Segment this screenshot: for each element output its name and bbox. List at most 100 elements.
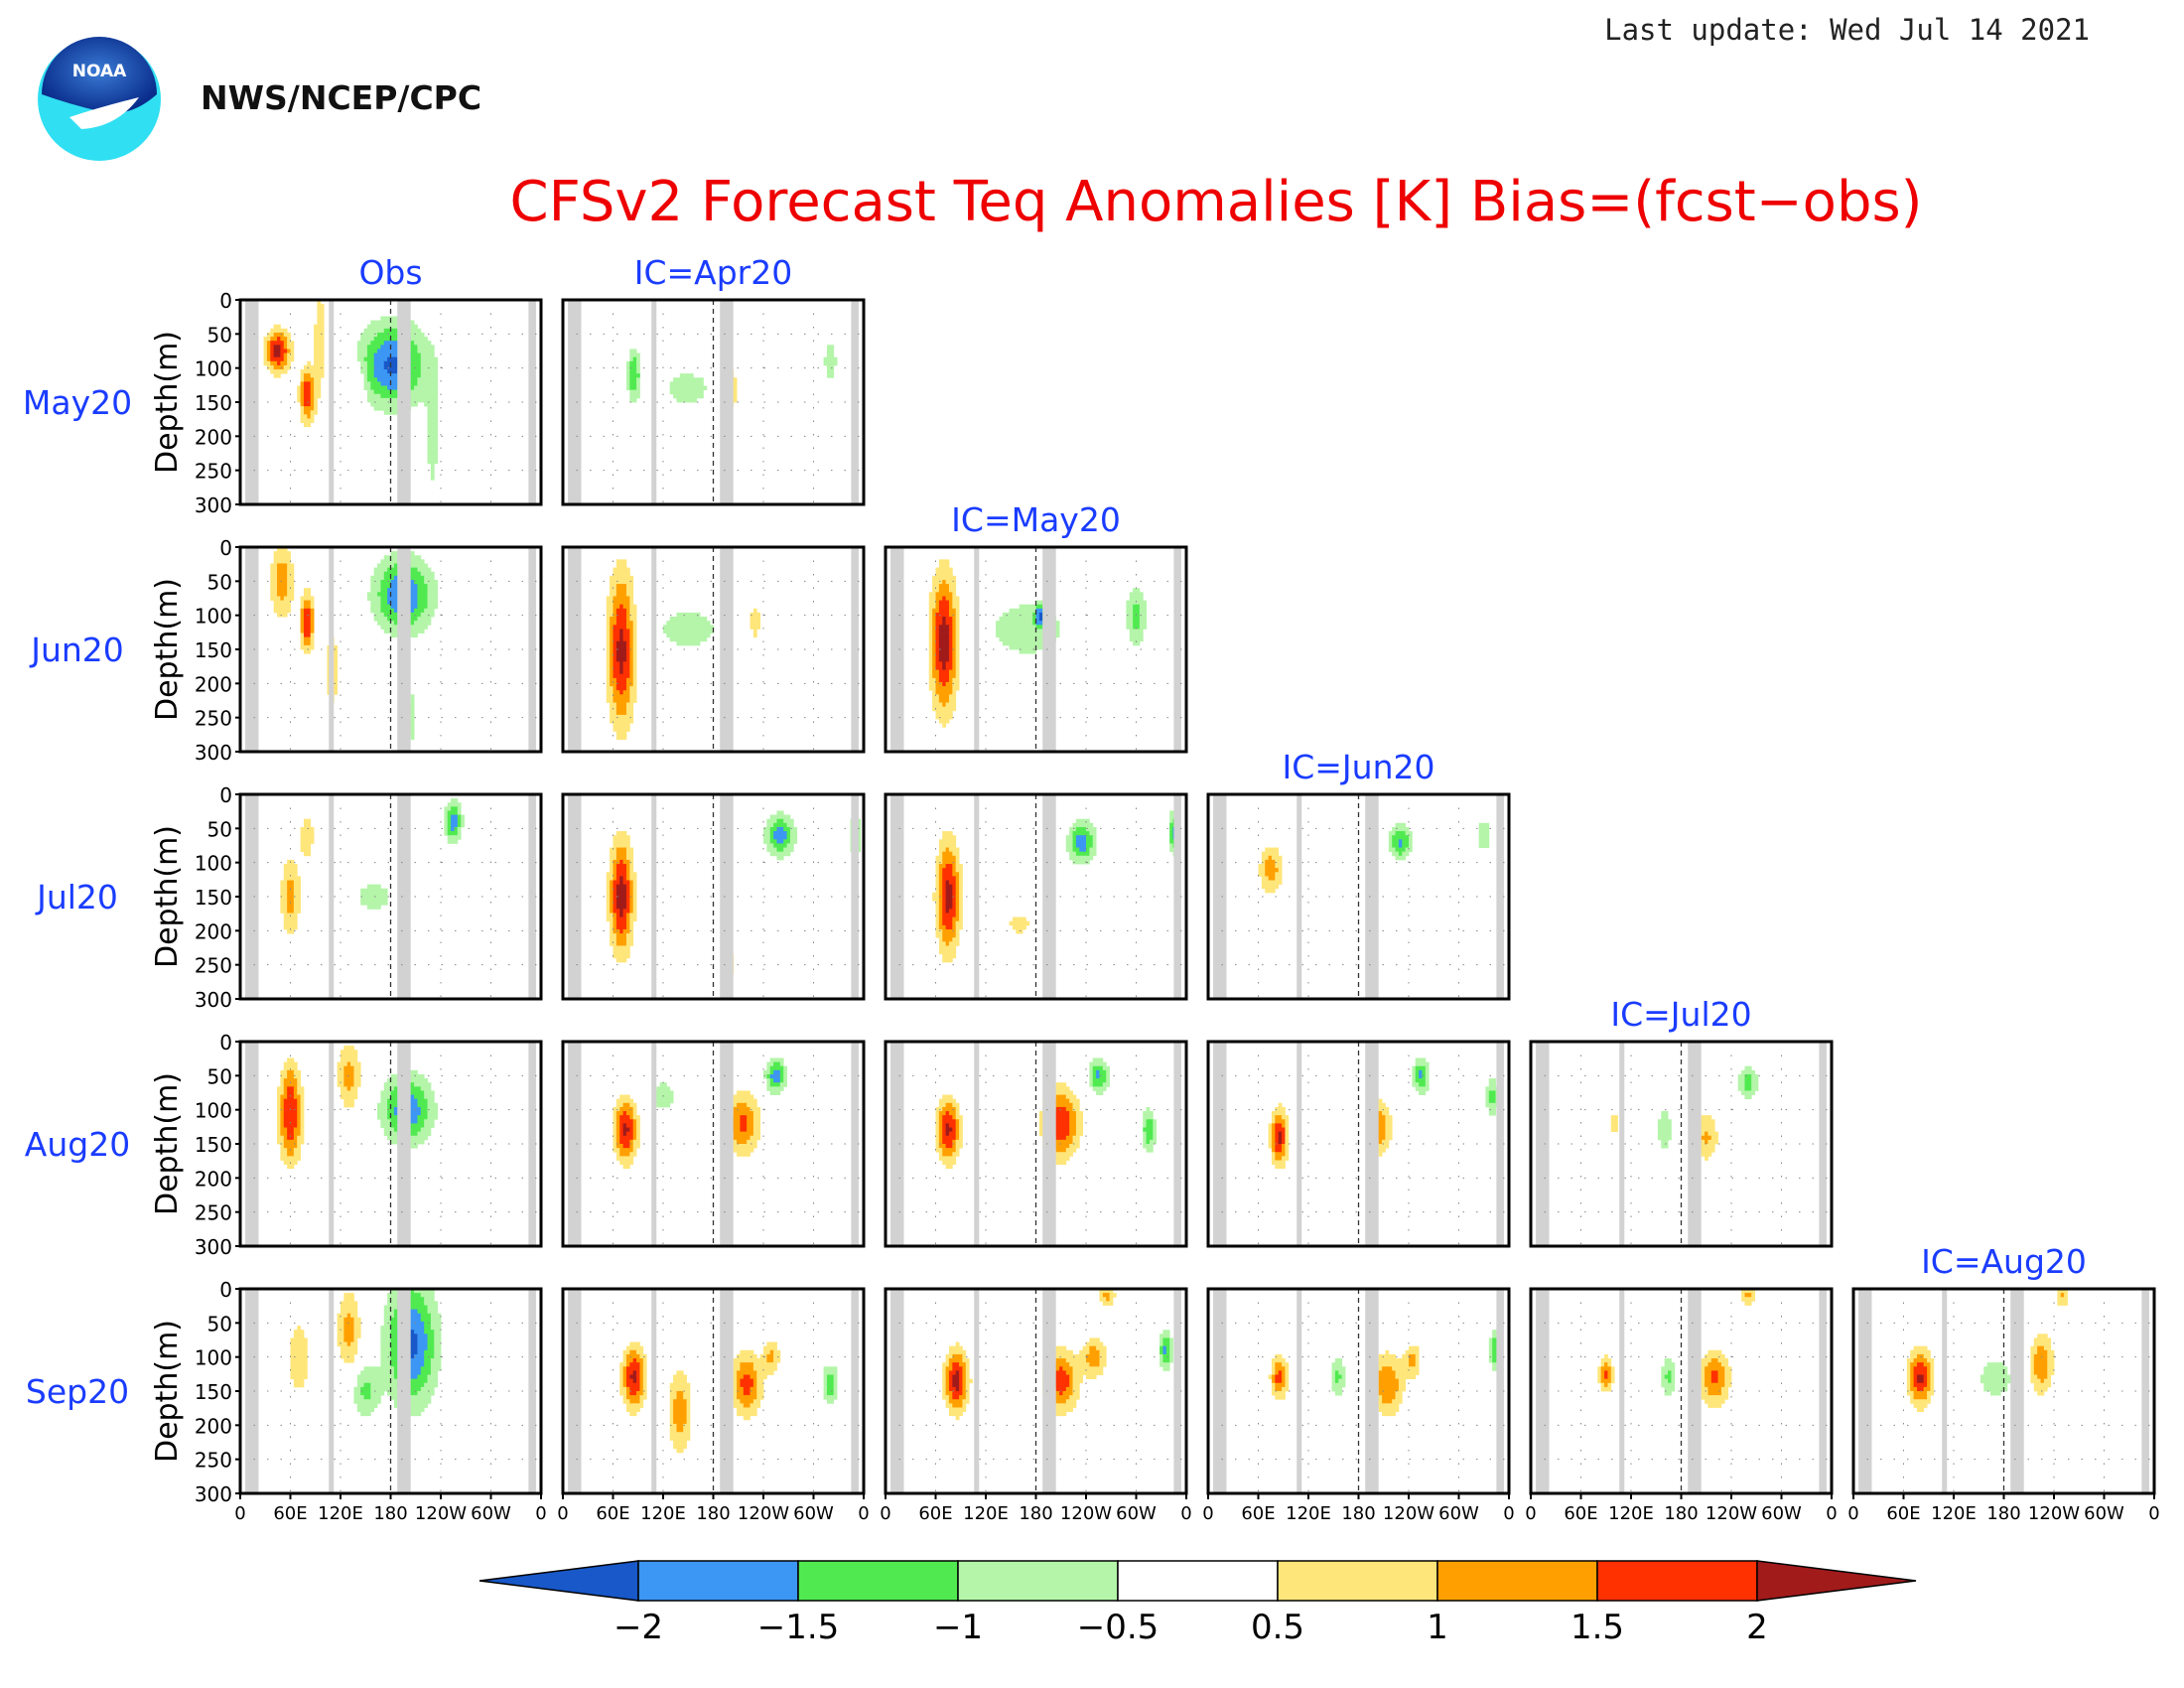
field-cell bbox=[461, 814, 465, 820]
y-tick-label: 100 bbox=[195, 1099, 232, 1123]
field-cell bbox=[387, 1078, 391, 1083]
field-cell bbox=[353, 1094, 358, 1100]
field-cell bbox=[414, 345, 418, 350]
field-cell bbox=[1096, 1069, 1100, 1075]
field-cell bbox=[1485, 822, 1490, 828]
field-cell bbox=[1133, 600, 1137, 606]
field-cell bbox=[683, 389, 687, 395]
field-cell bbox=[625, 596, 630, 601]
field-cell bbox=[615, 876, 620, 881]
field-cell bbox=[615, 644, 620, 650]
field-cell bbox=[632, 1111, 637, 1116]
field-cell bbox=[290, 1139, 295, 1145]
field-cell bbox=[363, 360, 368, 366]
field-cell bbox=[938, 698, 943, 703]
field-cell bbox=[625, 1139, 630, 1145]
field-cell bbox=[280, 884, 285, 890]
field-cell bbox=[273, 588, 278, 593]
field-cell bbox=[373, 897, 378, 902]
field-cell bbox=[280, 888, 285, 894]
field-cell bbox=[1086, 826, 1090, 832]
field-cell bbox=[390, 629, 395, 633]
field-cell bbox=[310, 410, 315, 415]
field-cell bbox=[293, 1086, 298, 1091]
field-cell bbox=[779, 826, 784, 832]
field-cell bbox=[1415, 1073, 1420, 1079]
field-cell bbox=[606, 880, 611, 886]
field-cell bbox=[786, 822, 791, 828]
field-cell bbox=[393, 349, 398, 353]
field-cell bbox=[343, 1050, 348, 1055]
field-cell bbox=[1055, 1102, 1060, 1108]
field-cell bbox=[277, 1131, 281, 1137]
field-cell bbox=[454, 826, 459, 832]
field-cell bbox=[366, 397, 371, 403]
field-cell bbox=[434, 584, 439, 589]
field-cell bbox=[346, 1046, 351, 1051]
field-cell bbox=[273, 360, 278, 366]
field-cell bbox=[420, 337, 425, 342]
field-cell bbox=[615, 633, 620, 638]
field-cell bbox=[287, 1078, 291, 1083]
field-cell bbox=[390, 1106, 395, 1112]
field-cell bbox=[830, 352, 835, 358]
field-cell bbox=[387, 364, 391, 370]
field-cell bbox=[373, 324, 378, 330]
field-cell bbox=[410, 698, 415, 703]
field-cell bbox=[303, 644, 308, 650]
field-cell bbox=[380, 608, 385, 614]
y-axis-label: Depth(m) bbox=[150, 578, 185, 721]
field-cell bbox=[434, 592, 439, 597]
field-cell bbox=[955, 933, 960, 938]
field-cell bbox=[622, 957, 627, 963]
field-cell bbox=[280, 551, 285, 556]
field-cell bbox=[310, 625, 315, 630]
field-cell bbox=[363, 345, 368, 350]
field-cell bbox=[935, 864, 940, 869]
field-cell bbox=[938, 681, 943, 687]
field-cell bbox=[776, 843, 781, 848]
field-cell bbox=[773, 1090, 777, 1095]
field-cell bbox=[287, 1086, 291, 1091]
field-cell bbox=[783, 1065, 787, 1071]
field-cell bbox=[636, 385, 640, 391]
field-cell bbox=[300, 621, 305, 626]
field-cell bbox=[1268, 868, 1273, 873]
field-cell bbox=[410, 1069, 415, 1075]
field-cell bbox=[356, 356, 361, 362]
field-cell bbox=[669, 633, 674, 638]
field-cell bbox=[430, 443, 435, 448]
field-cell bbox=[948, 916, 953, 922]
field-cell bbox=[280, 349, 285, 353]
field-cell bbox=[625, 1123, 630, 1128]
field-cell bbox=[1143, 621, 1147, 626]
field-cell bbox=[337, 1069, 341, 1075]
field-cell bbox=[693, 397, 698, 403]
field-cell bbox=[622, 924, 627, 930]
field-cell bbox=[615, 901, 620, 906]
field-cell bbox=[380, 888, 385, 894]
field-cell bbox=[393, 621, 398, 626]
field-cell bbox=[303, 818, 308, 824]
field-cell bbox=[380, 393, 385, 399]
field-cell bbox=[287, 571, 291, 577]
field-cell bbox=[669, 621, 674, 626]
field-cell bbox=[1126, 608, 1131, 614]
field-cell bbox=[938, 949, 943, 955]
field-cell bbox=[420, 360, 425, 366]
field-cell bbox=[935, 690, 940, 695]
field-cell bbox=[310, 414, 315, 419]
field-cell bbox=[1425, 1069, 1430, 1075]
field-cell bbox=[1482, 826, 1486, 832]
field-cell bbox=[387, 349, 391, 353]
field-cell bbox=[1425, 1082, 1430, 1087]
field-cell bbox=[380, 567, 385, 573]
field-cell bbox=[959, 1139, 963, 1145]
field-cell bbox=[613, 1144, 617, 1149]
field-cell bbox=[393, 629, 398, 633]
field-cell bbox=[370, 381, 375, 386]
field-cell bbox=[307, 360, 312, 366]
field-cell bbox=[622, 563, 627, 568]
field-cell bbox=[1149, 1148, 1154, 1153]
field-cell bbox=[303, 851, 308, 857]
